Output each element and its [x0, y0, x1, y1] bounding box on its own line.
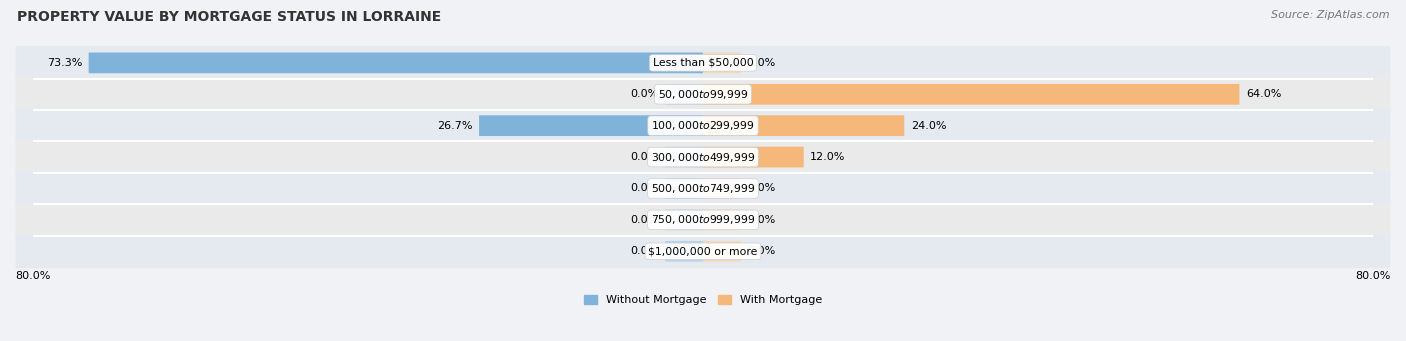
Text: 0.0%: 0.0%: [748, 215, 776, 225]
FancyBboxPatch shape: [665, 84, 703, 105]
FancyBboxPatch shape: [665, 209, 703, 230]
FancyBboxPatch shape: [703, 84, 1240, 105]
FancyBboxPatch shape: [703, 53, 741, 73]
FancyBboxPatch shape: [15, 109, 1391, 143]
Text: 0.0%: 0.0%: [630, 152, 658, 162]
FancyBboxPatch shape: [703, 241, 741, 262]
Text: 0.0%: 0.0%: [630, 215, 658, 225]
Text: $500,000 to $749,999: $500,000 to $749,999: [651, 182, 755, 195]
Text: 26.7%: 26.7%: [437, 121, 472, 131]
Legend: Without Mortgage, With Mortgage: Without Mortgage, With Mortgage: [579, 291, 827, 310]
FancyBboxPatch shape: [15, 234, 1391, 268]
Text: $750,000 to $999,999: $750,000 to $999,999: [651, 213, 755, 226]
Text: $100,000 to $299,999: $100,000 to $299,999: [651, 119, 755, 132]
Text: $50,000 to $99,999: $50,000 to $99,999: [658, 88, 748, 101]
FancyBboxPatch shape: [15, 77, 1391, 111]
Text: 0.0%: 0.0%: [630, 246, 658, 256]
Text: 0.0%: 0.0%: [748, 58, 776, 68]
FancyBboxPatch shape: [665, 241, 703, 262]
Text: 12.0%: 12.0%: [810, 152, 845, 162]
FancyBboxPatch shape: [703, 115, 904, 136]
Text: PROPERTY VALUE BY MORTGAGE STATUS IN LORRAINE: PROPERTY VALUE BY MORTGAGE STATUS IN LOR…: [17, 10, 441, 24]
Text: Less than $50,000: Less than $50,000: [652, 58, 754, 68]
FancyBboxPatch shape: [703, 147, 804, 167]
Text: 0.0%: 0.0%: [630, 183, 658, 193]
Text: 0.0%: 0.0%: [748, 183, 776, 193]
FancyBboxPatch shape: [15, 203, 1391, 237]
Text: 0.0%: 0.0%: [630, 89, 658, 99]
FancyBboxPatch shape: [15, 46, 1391, 80]
FancyBboxPatch shape: [665, 178, 703, 199]
Text: Source: ZipAtlas.com: Source: ZipAtlas.com: [1271, 10, 1389, 20]
FancyBboxPatch shape: [15, 140, 1391, 174]
Text: $1,000,000 or more: $1,000,000 or more: [648, 246, 758, 256]
FancyBboxPatch shape: [479, 115, 703, 136]
FancyBboxPatch shape: [665, 147, 703, 167]
Text: 0.0%: 0.0%: [748, 246, 776, 256]
FancyBboxPatch shape: [703, 178, 741, 199]
Text: 73.3%: 73.3%: [46, 58, 82, 68]
Text: $300,000 to $499,999: $300,000 to $499,999: [651, 151, 755, 164]
Text: 64.0%: 64.0%: [1246, 89, 1281, 99]
FancyBboxPatch shape: [703, 209, 741, 230]
FancyBboxPatch shape: [89, 53, 703, 73]
FancyBboxPatch shape: [15, 172, 1391, 205]
Text: 24.0%: 24.0%: [911, 121, 946, 131]
